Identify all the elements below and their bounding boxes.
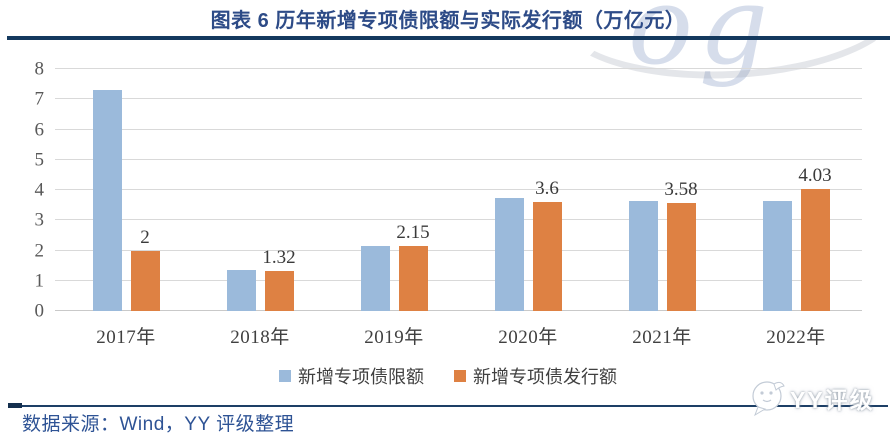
legend: 新增专项债限额 新增专项债发行额 — [0, 363, 896, 389]
legend-item-limit: 新增专项债限额 — [279, 363, 424, 389]
x-tick-label: 2020年 — [498, 327, 558, 348]
y-axis: 0 1 2 3 4 5 6 7 8 — [0, 60, 45, 321]
gridline — [55, 128, 862, 130]
gridline — [55, 98, 862, 100]
data-label: 4.03 — [798, 165, 832, 187]
data-label: 2 — [140, 226, 150, 248]
y-tick-label: 6 — [34, 119, 45, 140]
x-tick-label: 2021年 — [632, 327, 692, 348]
watermark-text: og — [628, 0, 775, 89]
bar-limit-2018年 — [226, 270, 256, 311]
bar-issuance-2019年 — [398, 245, 428, 311]
bar-issuance-2022年 — [800, 189, 830, 311]
data-label: 3.58 — [664, 178, 698, 200]
y-tick-label: 1 — [34, 270, 45, 292]
x-tick-label: 2018年 — [230, 327, 290, 348]
legend-swatch-limit — [279, 370, 291, 382]
data-source: 数据来源：Wind，YY 评级整理 — [22, 414, 295, 435]
yy-logo-text: YY评级 — [790, 387, 875, 413]
yy-logo: YY评级 — [748, 378, 875, 418]
legend-label-issuance: 新增专项债发行额 — [473, 367, 617, 387]
y-tick-label: 2 — [34, 240, 45, 261]
y-tick-label: 7 — [34, 88, 45, 110]
x-tick-label: 2017年 — [96, 327, 156, 348]
data-label: 3.6 — [535, 178, 559, 200]
x-tick-label: 2022年 — [766, 327, 826, 348]
data-label: 1.32 — [262, 247, 296, 269]
plot-area: 2 1.32 2.15 3.6 3.58 4.03 — [55, 68, 862, 311]
gridline — [55, 249, 862, 251]
bar-limit-2019年 — [360, 245, 390, 311]
gridline — [55, 310, 862, 311]
y-tick-label: 5 — [34, 149, 45, 171]
y-tick-label: 8 — [34, 58, 45, 80]
x-tick-label: 2019年 — [364, 327, 424, 348]
data-label: 2.15 — [396, 221, 430, 243]
bar-issuance-2020年 — [532, 202, 562, 311]
bar-issuance-2021年 — [666, 202, 696, 311]
legend-swatch-issuance — [454, 370, 466, 382]
legend-item-issuance: 新增专项债发行额 — [454, 363, 617, 389]
x-axis: 2017年 2018年 2019年 2020年 2021年 2022年 — [0, 322, 896, 348]
bar-limit-2021年 — [628, 200, 658, 311]
gridline — [55, 219, 862, 221]
gridline — [55, 279, 862, 281]
footer-rule-dash — [8, 403, 22, 408]
bar-limit-2020年 — [494, 197, 524, 311]
y-tick-label: 0 — [34, 300, 45, 322]
legend-label-limit: 新增专项债限额 — [298, 367, 424, 387]
title-rule — [7, 36, 890, 40]
gridline — [55, 68, 862, 69]
bar-limit-2022年 — [762, 200, 792, 311]
gridline — [55, 189, 862, 190]
bar-limit-2017年 — [92, 90, 122, 311]
gridline — [55, 158, 862, 160]
chart-title: 图表 6 历年新增专项债限额与实际发行额（万亿元） — [210, 10, 686, 32]
footer-rule — [8, 405, 888, 407]
bar-issuance-2017年 — [130, 250, 160, 311]
y-tick-label: 4 — [34, 179, 45, 201]
yy-logo-icon — [752, 381, 785, 417]
bar-issuance-2018年 — [264, 271, 294, 311]
y-tick-label: 3 — [34, 209, 45, 231]
